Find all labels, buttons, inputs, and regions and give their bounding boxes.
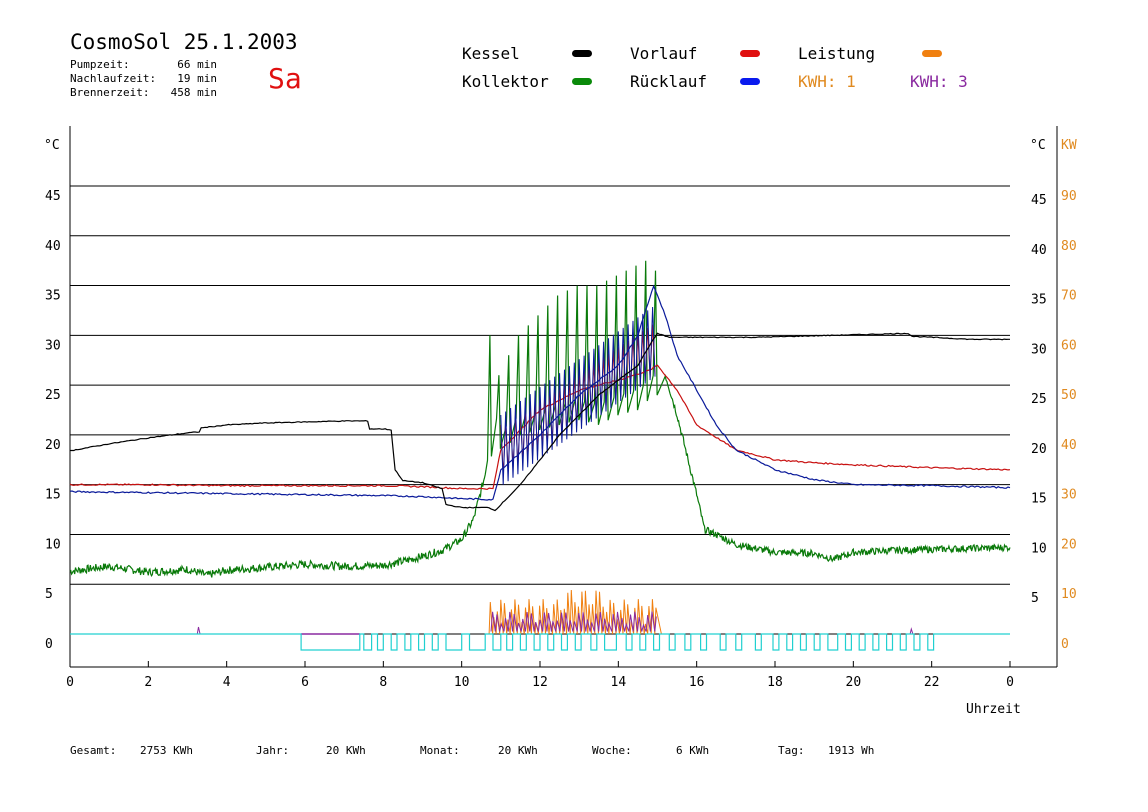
legend-kwh3-label: KWH: 3 [910,72,968,91]
footer-monat-value: 20 KWh [498,744,538,757]
y2-tick-label-kw: 70 [1061,289,1077,304]
y2-tick-label-kw: 0 [1061,637,1069,652]
series-kwh3-blip [909,627,914,635]
y2-tick-label-kw: 60 [1061,338,1077,353]
stat-label: Pumpzeit: [70,58,130,71]
y-tick-label: 45 [45,189,61,204]
y-tick-label: 5 [45,587,53,602]
chart-title: CosmoSol 25.1.2003 [70,30,298,54]
stat-brennerzeit: Brennerzeit: 458 min [70,86,217,99]
left-axis-unit: °C [44,138,60,153]
footer-woche-label: Woche: [592,744,632,757]
legend-kwh1-label: KWH: 1 [798,72,856,91]
x-tick-label: 20 [846,675,862,690]
y2-tick-label-kw: 50 [1061,388,1077,403]
y2-tick-label-kw: 90 [1061,189,1077,204]
legend-vorlauf-label: Vorlauf [630,44,698,63]
stat-label: Nachlaufzeit: [70,72,157,85]
y2-tick-label-kw: 30 [1061,488,1077,503]
legend-kollektor-swatch [572,78,592,85]
x-tick-label: 0 [66,675,74,690]
x-tick-label: 0 [1006,675,1014,690]
weekday-label: Sa [268,62,302,95]
y2-tick-label-c: 40 [1031,243,1047,258]
x-tick-label: 8 [379,675,387,690]
y-tick-label: 25 [45,388,61,403]
footer-jahr-value: 20 KWh [326,744,366,757]
series-pump-line [70,633,1010,651]
right-axis-unit-kw: KW [1061,138,1077,153]
y2-tick-label-c: 10 [1031,541,1047,556]
x-tick-label: 2 [144,675,152,690]
legend-kessel-swatch [572,50,592,57]
y-tick-label: 10 [45,537,61,552]
series-ruecklauf-cycles [500,306,656,485]
footer-tag-label: Tag: [778,744,805,757]
legend-kessel-label: Kessel [462,44,520,63]
footer-gesamt-value: 2753 KWh [140,744,193,757]
x-tick-label: 18 [767,675,783,690]
right-axis-unit-c: °C [1030,138,1046,153]
y2-tick-label-kw: 40 [1061,438,1077,453]
series-ruecklauf-line [69,284,1011,501]
x-tick-label: 10 [454,675,470,690]
legend-leistung-label: Leistung [798,44,876,63]
footer-tag-value: 1913 Wh [828,744,875,757]
y2-tick-label-c: 25 [1031,392,1047,407]
stat-value: 66 min [177,58,217,71]
y2-tick-label-kw: 80 [1061,239,1077,254]
footer-jahr-label: Jahr: [256,744,290,757]
y-tick-label: 0 [45,637,53,652]
y2-tick-label-c: 45 [1031,193,1047,208]
x-tick-label: 14 [611,675,627,690]
series-kollektor-line [69,260,1011,578]
y-tick-label: 35 [45,289,61,304]
stat-value: 19 min [177,72,217,85]
y2-tick-label-c: 35 [1031,293,1047,308]
stat-label: Brennerzeit: [70,86,150,99]
series-leistung-line [488,589,662,635]
legend-vorlauf-swatch [740,50,760,57]
legend-kollektor-label: Kollektor [462,72,549,91]
x-tick-label: 4 [223,675,231,690]
x-tick-label: 12 [532,675,548,690]
series-vorlauf-line [69,364,1011,491]
x-tick-label: 6 [301,675,309,690]
y-tick-label: 15 [45,488,61,503]
y-tick-label: 40 [45,239,61,254]
series-kwh3-line [490,611,657,632]
x-tick-label: 16 [689,675,705,690]
x-tick-label: 22 [924,675,940,690]
stat-value: 458 min [170,86,217,99]
y-tick-label: 20 [45,438,61,453]
y-tick-label: 30 [45,338,61,353]
legend-ruecklauf-swatch [740,78,760,85]
y2-tick-label-kw: 10 [1061,587,1077,602]
chart-series [69,260,1011,651]
footer-gesamt-label: Gesamt: [70,744,117,757]
footer-woche-value: 6 KWh [676,744,710,757]
y2-tick-label-kw: 20 [1061,537,1077,552]
chart-ticks: 0510152025303540455101520253035404501020… [45,189,1077,690]
stat-nachlaufzeit: Nachlaufzeit: 19 min [70,72,217,85]
x-axis-label: Uhrzeit [966,702,1021,717]
stat-pumpzeit: Pumpzeit: 66 min [70,58,217,71]
y2-tick-label-c: 5 [1031,591,1039,606]
footer-monat-label: Monat: [420,744,460,757]
y2-tick-label-c: 20 [1031,442,1047,457]
legend-leistung-swatch [922,50,942,57]
legend-ruecklauf-label: Rücklauf [630,72,708,91]
series-kessel-line [70,332,1010,512]
y2-tick-label-c: 30 [1031,342,1047,357]
y2-tick-label-c: 15 [1031,492,1047,507]
series-kwh3-blip [196,626,201,635]
